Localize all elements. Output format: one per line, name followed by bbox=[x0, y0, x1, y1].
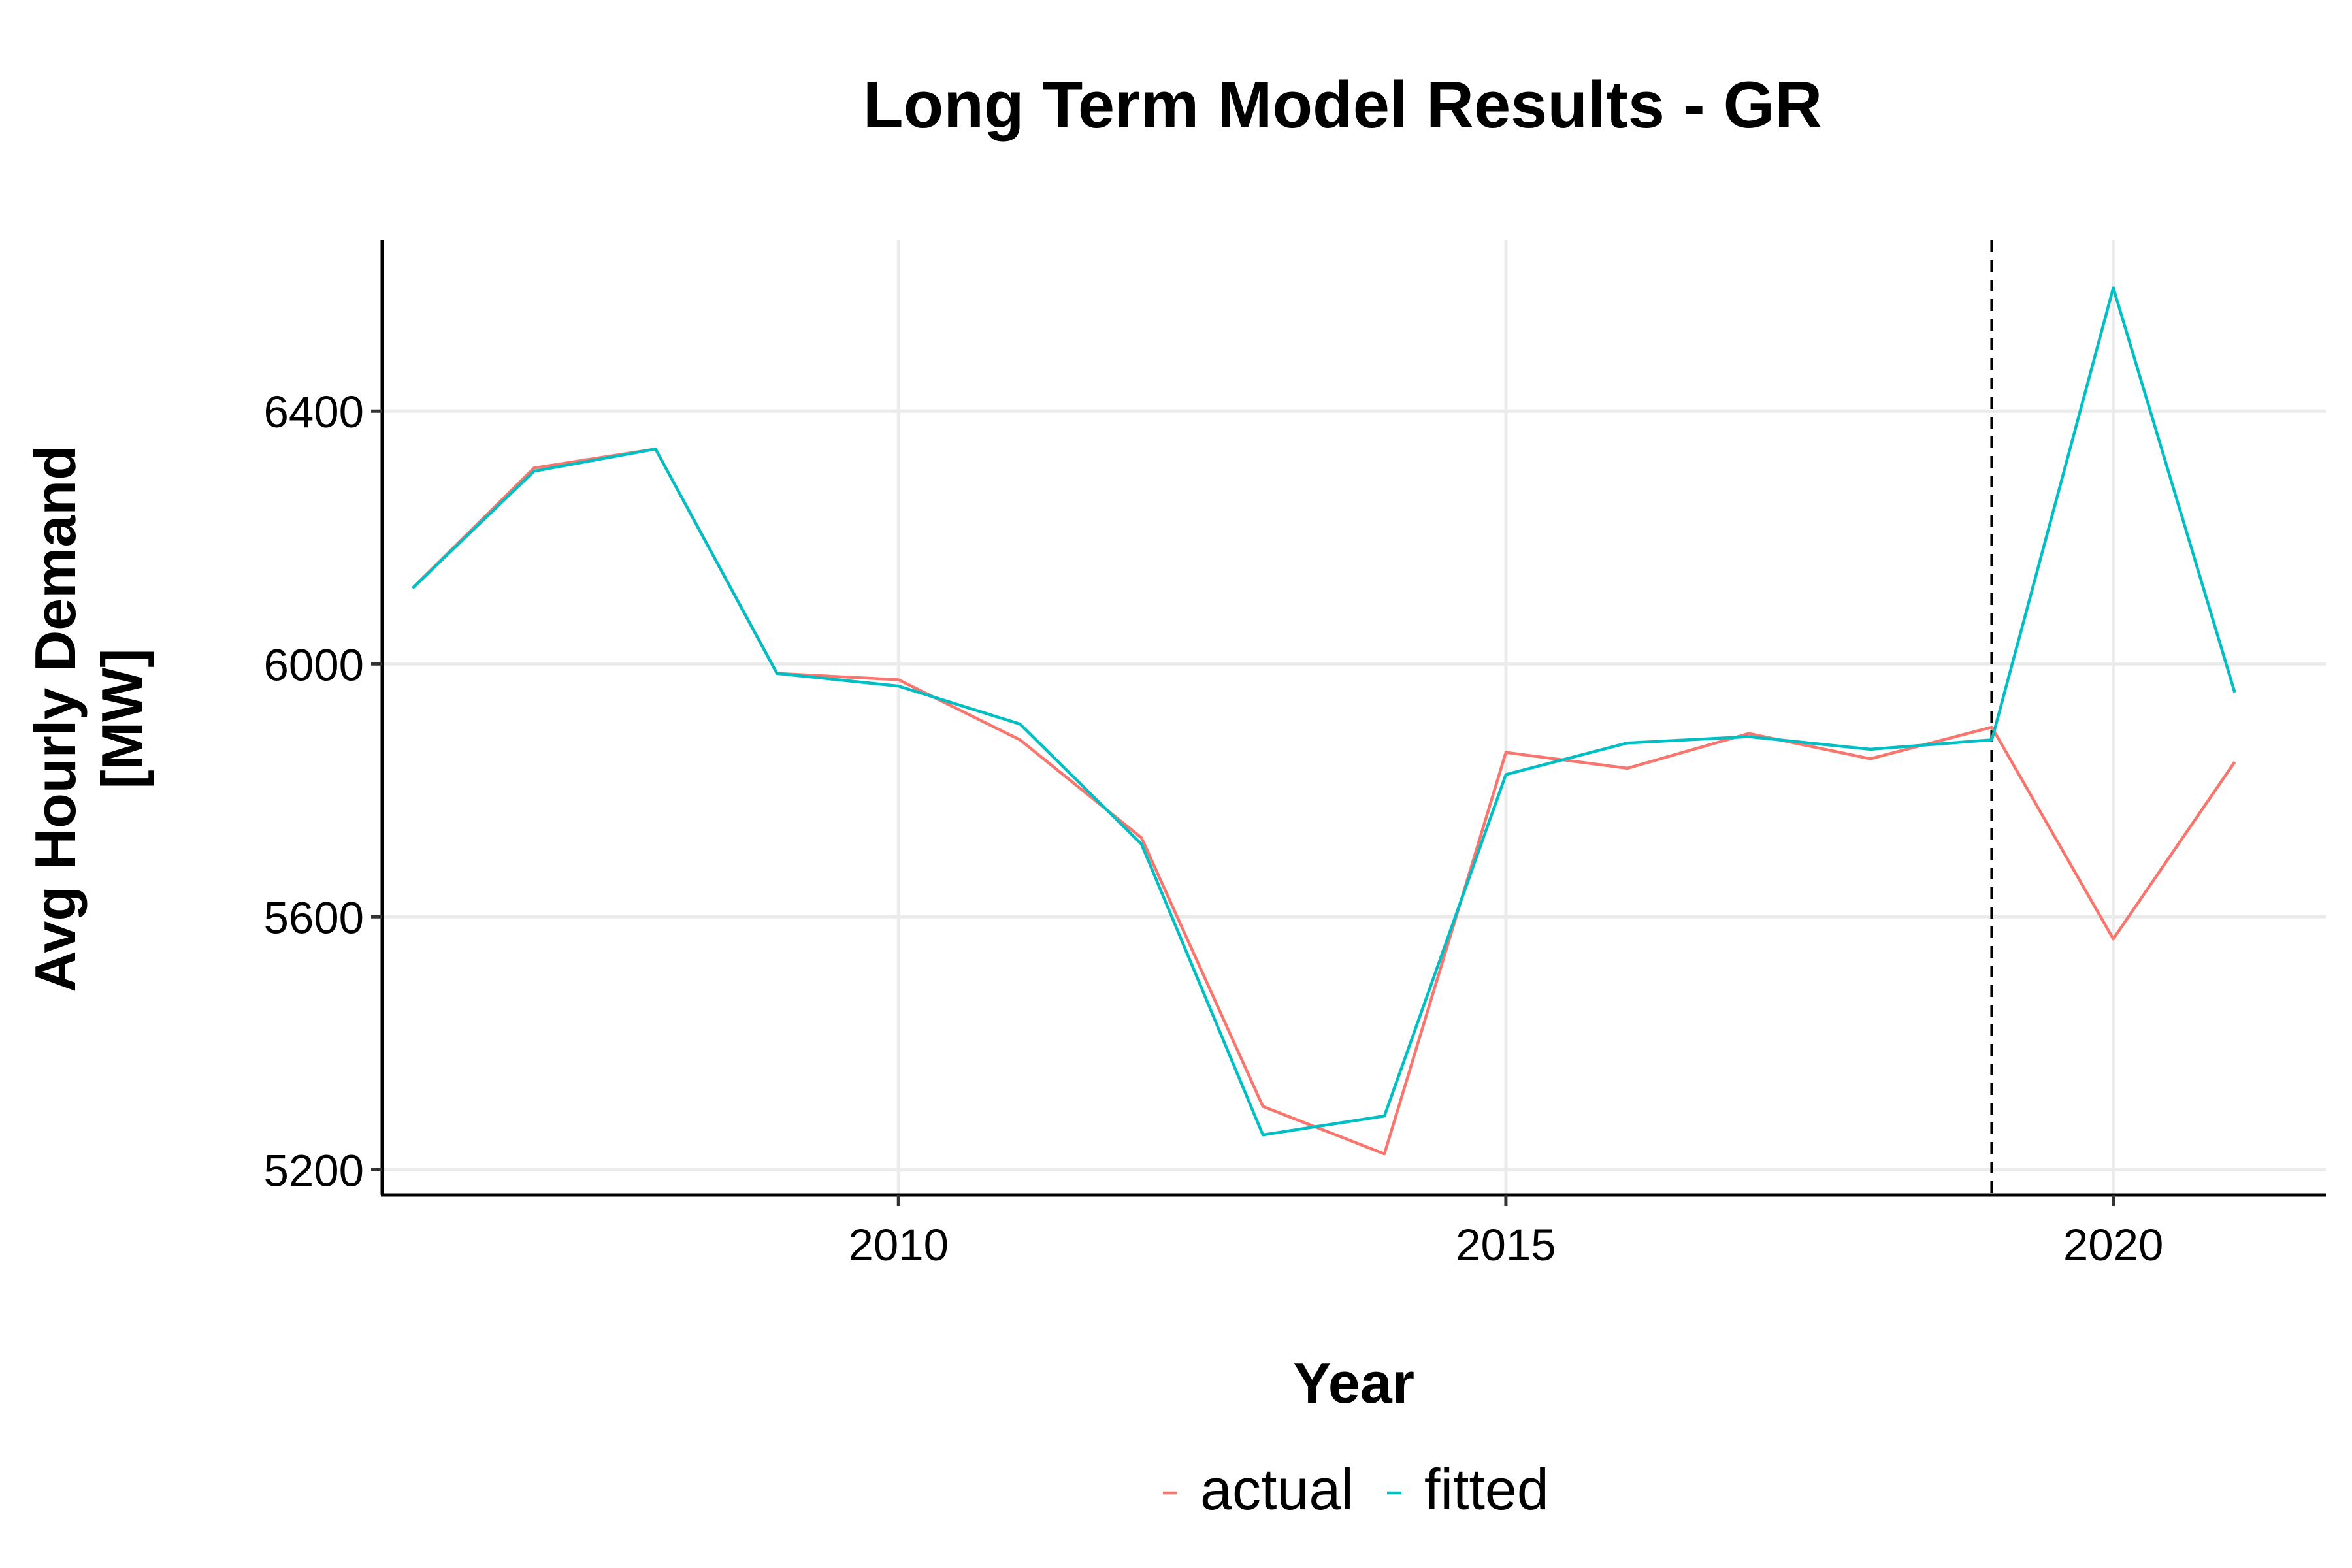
series-line-actual bbox=[411, 448, 2236, 1156]
legend-label-actual: actual bbox=[1200, 1457, 1354, 1522]
y-axis-title-line-1: Avg Hourly Demand bbox=[23, 445, 88, 992]
x-axis-title: Year bbox=[1293, 1350, 1414, 1415]
x-tick-label-2020: 2020 bbox=[2063, 1220, 2164, 1270]
legend: actual fitted bbox=[1163, 1457, 1549, 1522]
series-line-fitted bbox=[411, 286, 2236, 1137]
y-axis-title-line-2: [MW] bbox=[90, 649, 154, 789]
y-tick-label-5200: 5200 bbox=[264, 1145, 365, 1196]
x-tick-label-2015: 2015 bbox=[1456, 1220, 1556, 1270]
grid-lines bbox=[382, 240, 2326, 1195]
legend-label-fitted: fitted bbox=[1424, 1457, 1549, 1522]
axis-ticks: 2010 2015 2020 5200 5600 6000 6400 bbox=[264, 387, 2164, 1270]
x-tick-label-2010: 2010 bbox=[848, 1220, 949, 1270]
y-tick-label-6400: 6400 bbox=[264, 387, 365, 437]
chart-title: Long Term Model Results - GR bbox=[863, 69, 1822, 142]
series-layer bbox=[411, 286, 2236, 1156]
y-axis-title: Avg Hourly Demand [MW] bbox=[23, 445, 154, 992]
y-tick-label-6000: 6000 bbox=[264, 640, 365, 690]
y-tick-label-5600: 5600 bbox=[264, 892, 365, 943]
